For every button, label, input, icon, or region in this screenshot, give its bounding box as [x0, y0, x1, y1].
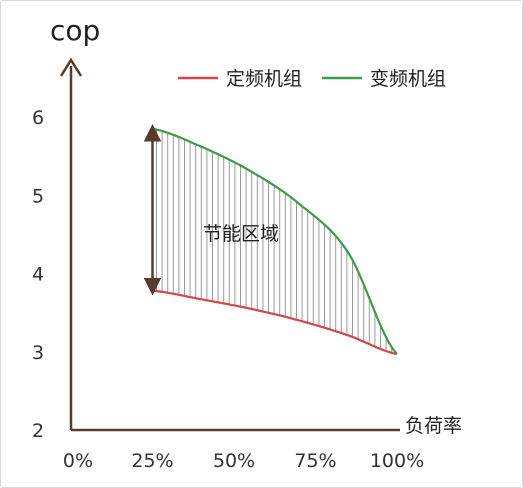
- x-tick-label: 0%: [63, 450, 93, 472]
- series-lines: [152, 127, 398, 356]
- saving-region-label: 节能区域: [203, 223, 279, 245]
- x-tick-labels: 0% 25% 50% 75% 100%: [63, 450, 424, 472]
- saving-region-hatch: [156, 129, 393, 353]
- y-tick-label: 6: [32, 107, 44, 129]
- x-tick-label: 75%: [294, 450, 336, 472]
- y-axis-label: cop: [50, 14, 100, 47]
- y-tick-label: 5: [32, 185, 44, 207]
- x-tick-label: 50%: [213, 450, 255, 472]
- series-line-fixed: [152, 289, 398, 356]
- legend-label-variable: 变频机组: [370, 68, 446, 90]
- x-axis-label: 负荷率: [405, 415, 462, 437]
- y-tick-label: 3: [32, 342, 44, 364]
- x-tick-label: 100%: [370, 450, 424, 472]
- legend: 定频机组 变频机组: [178, 68, 446, 90]
- y-tick-label: 4: [32, 264, 44, 286]
- y-tick-labels: 2 3 4 5 6: [32, 107, 44, 442]
- y-axis-arrowhead: [59, 57, 83, 77]
- x-tick-label: 25%: [131, 450, 173, 472]
- y-tick-label: 2: [32, 420, 44, 442]
- legend-label-fixed: 定频机组: [226, 68, 302, 90]
- series-line-variable: [152, 127, 398, 355]
